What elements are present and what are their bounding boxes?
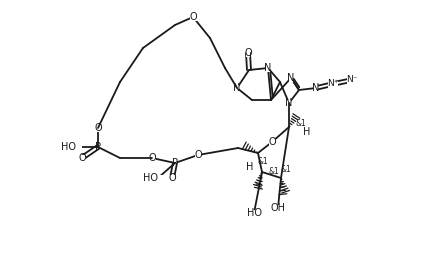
Bar xyxy=(266,64,270,72)
Text: P: P xyxy=(95,142,101,152)
Bar xyxy=(347,76,357,84)
Text: H: H xyxy=(303,127,311,137)
Text: N: N xyxy=(264,63,272,73)
Bar xyxy=(268,139,275,145)
Bar xyxy=(287,99,291,106)
Text: HO: HO xyxy=(143,173,158,183)
Text: &1: &1 xyxy=(258,157,268,165)
Text: O: O xyxy=(148,153,156,163)
Text: P: P xyxy=(172,158,178,168)
Text: &1: &1 xyxy=(269,168,279,176)
Bar xyxy=(169,175,176,181)
Text: O: O xyxy=(94,123,102,133)
Bar xyxy=(246,50,250,56)
Text: O: O xyxy=(194,150,202,160)
Bar xyxy=(173,159,177,167)
Bar xyxy=(248,210,260,217)
Bar xyxy=(94,124,101,132)
Text: HO: HO xyxy=(246,208,261,218)
Text: O: O xyxy=(168,173,176,183)
Text: OH: OH xyxy=(271,203,285,213)
Text: &1: &1 xyxy=(281,165,291,175)
Text: O: O xyxy=(189,12,197,22)
Bar xyxy=(96,144,100,151)
Text: N: N xyxy=(285,98,293,108)
Bar xyxy=(70,144,82,151)
Text: O: O xyxy=(268,137,276,147)
Text: HO: HO xyxy=(61,142,76,152)
Bar xyxy=(190,14,197,21)
Text: H: H xyxy=(246,162,254,172)
Text: N: N xyxy=(287,73,295,83)
Bar xyxy=(79,155,86,162)
Text: N⁻: N⁻ xyxy=(346,75,358,85)
Bar xyxy=(235,85,239,92)
Bar xyxy=(289,74,293,81)
Text: N: N xyxy=(312,83,320,93)
Bar xyxy=(149,155,156,162)
Bar xyxy=(328,80,338,87)
Text: &1: &1 xyxy=(295,120,306,128)
Bar xyxy=(314,85,318,92)
Bar xyxy=(152,175,164,181)
Bar xyxy=(194,151,201,158)
Text: N⁺: N⁺ xyxy=(327,80,339,88)
Text: O: O xyxy=(78,153,86,163)
Text: N: N xyxy=(233,83,241,93)
Bar xyxy=(272,205,284,211)
Text: O: O xyxy=(244,48,252,58)
